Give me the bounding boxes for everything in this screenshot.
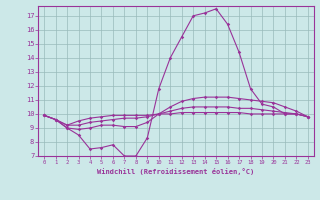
X-axis label: Windchill (Refroidissement éolien,°C): Windchill (Refroidissement éolien,°C) — [97, 168, 255, 175]
